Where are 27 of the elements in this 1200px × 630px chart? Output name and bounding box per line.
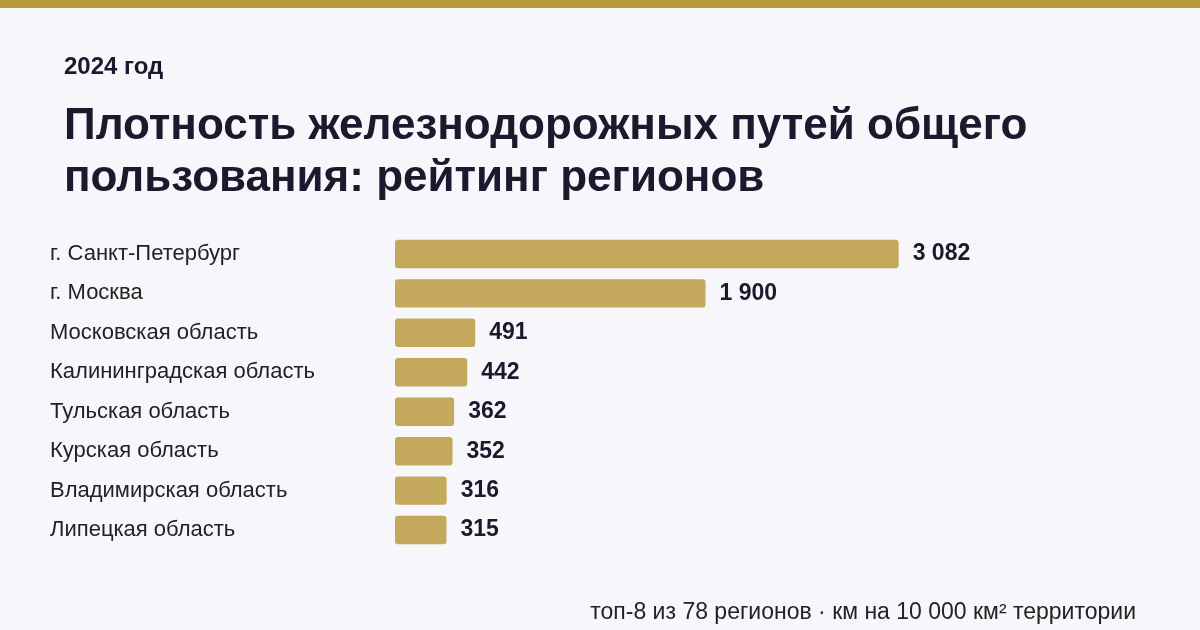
- y-tick-label: Курская область: [50, 437, 219, 463]
- text: 2024 год: [64, 52, 164, 80]
- data-label: 362: [468, 397, 507, 424]
- data-label: 3 082: [912, 239, 971, 266]
- data-label: 352: [466, 436, 505, 463]
- text: топ-8 из 78 регионов · км на 10 000 км² территории: [590, 598, 1136, 625]
- bar: [395, 239, 899, 269]
- bar: [395, 476, 447, 505]
- y-tick-label: Московская область: [50, 318, 259, 344]
- bar: [395, 397, 455, 426]
- y-tick-label: г. Санкт-Петербург: [50, 239, 241, 265]
- data-label: 491: [489, 318, 528, 345]
- data-label: 442: [481, 357, 520, 384]
- bar: [395, 436, 453, 466]
- y-tick-label: Калининградская область: [50, 358, 315, 384]
- y-tick-label: Владимирская область: [50, 476, 288, 502]
- bar: [395, 279, 706, 308]
- data-label: 316: [460, 475, 500, 502]
- y-tick-label: г. Москва: [50, 279, 144, 305]
- y-tick-label: Липецкая область: [50, 516, 236, 542]
- data-label: 1 900: [719, 278, 778, 305]
- chart-title: Плотность железнодорожных путей общего пользования: рейтинг регионов: [64, 98, 1029, 202]
- data-label: 315: [460, 515, 500, 542]
- bar: [395, 318, 476, 348]
- bar: [395, 358, 468, 387]
- y-tick-label: Тульская область: [50, 397, 230, 423]
- bar: [395, 515, 447, 545]
